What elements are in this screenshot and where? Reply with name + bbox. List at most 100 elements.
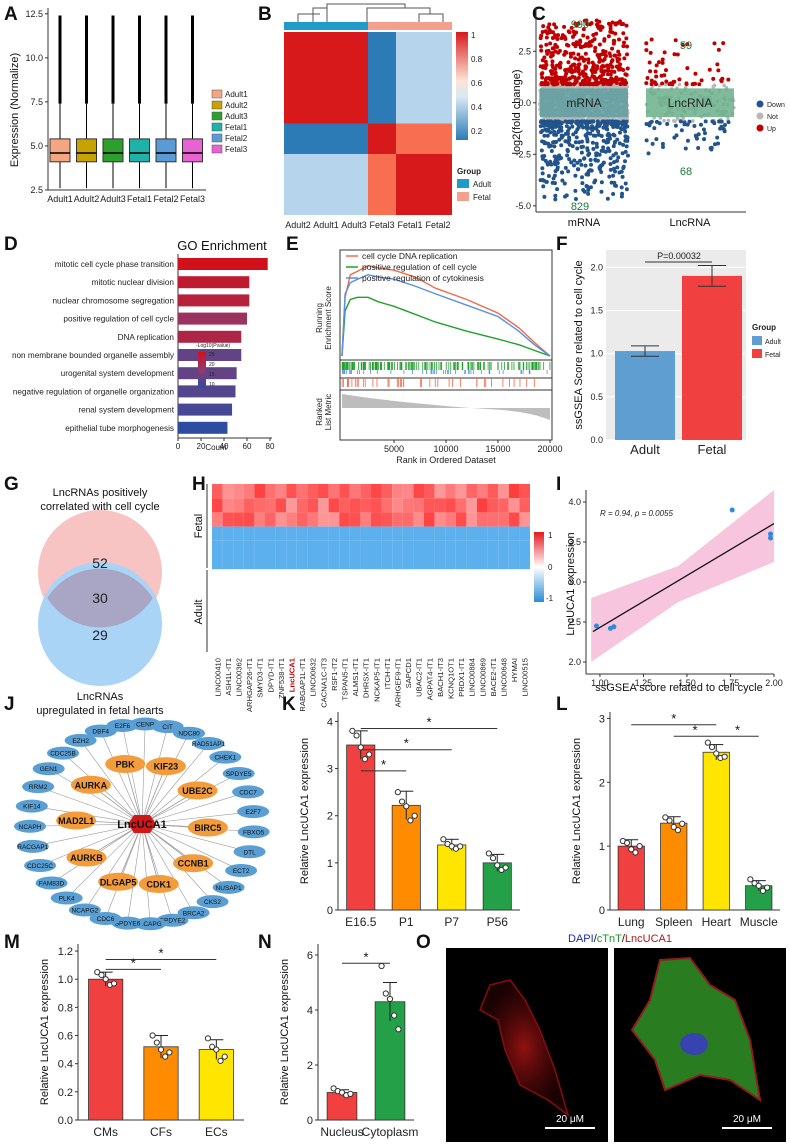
panel-k-xtick-label: E16.5 bbox=[345, 915, 377, 929]
panel-n-bar bbox=[326, 1092, 358, 1121]
panel-h-cell bbox=[487, 555, 499, 570]
panel-d-bar bbox=[178, 403, 233, 416]
panel-l-bar bbox=[660, 822, 688, 911]
panel-c-point-up bbox=[593, 77, 598, 82]
panel-k-ytick-label: 4 bbox=[327, 716, 333, 728]
panel-i-ylabel: LncUCA1 expression bbox=[565, 532, 577, 635]
panel-c-point-up bbox=[569, 64, 574, 69]
panel-c-point-down bbox=[548, 130, 553, 135]
panel-m-point bbox=[153, 1039, 160, 1046]
panel-k-point bbox=[440, 836, 447, 843]
panel-c-point-down bbox=[701, 127, 706, 132]
panel-c-point-down bbox=[552, 144, 557, 149]
panel-a-legend-label: Fetal2 bbox=[225, 134, 248, 143]
network-hub-node bbox=[173, 854, 214, 873]
panel-c-point-up bbox=[574, 23, 579, 28]
panel-b-cell bbox=[368, 154, 396, 185]
panel-c-point-down bbox=[543, 127, 548, 132]
network-leaf-node bbox=[233, 845, 266, 859]
panel-c-point-down bbox=[584, 184, 589, 189]
panel-b-col-label: Adult2 bbox=[285, 220, 311, 230]
panel-c-legend-dot bbox=[756, 100, 764, 108]
panel-c-point-down bbox=[565, 131, 570, 136]
panel-m-bar bbox=[143, 1046, 179, 1121]
panel-c-point-up bbox=[593, 45, 598, 50]
panel-m-xtick-label: CFs bbox=[150, 1125, 172, 1139]
panel-c-point-down bbox=[586, 152, 591, 157]
panel-d-marks: mitotic cell cycle phase transition mitot… bbox=[12, 258, 275, 451]
panel-h-heatmap: LINC00410 ASH1L-IT1 LINC00362 ARHGAP26-IT1 S… bbox=[193, 484, 554, 712]
panel-label-b: B bbox=[258, 4, 272, 25]
panel-n-xtick-label: Cytoplasm bbox=[362, 1125, 419, 1139]
panel-c-up-count: 59 bbox=[680, 40, 692, 52]
panel-i-xtick-label: 2.00 bbox=[765, 678, 783, 688]
panel-h-col-label: ALMS1-IT1 bbox=[351, 658, 360, 696]
panel-h-cell bbox=[487, 526, 499, 541]
panel-c-point-up bbox=[680, 42, 685, 47]
panel-c-point-up bbox=[568, 51, 573, 56]
panel-b-cell bbox=[396, 154, 424, 185]
panel-h-cell bbox=[508, 540, 520, 555]
panel-n-ytick-label: 2 bbox=[307, 1060, 313, 1072]
panel-c-point-down bbox=[583, 163, 588, 168]
network-edge bbox=[84, 823, 143, 911]
panel-c-point-down bbox=[599, 169, 604, 174]
panel-h-col-label: LINC00869 bbox=[478, 658, 487, 696]
panel-h-cell bbox=[212, 540, 223, 555]
panel-m-point bbox=[102, 976, 109, 983]
panel-c-point-down bbox=[570, 119, 575, 124]
panel-h-cell bbox=[508, 512, 520, 527]
panel-d-title: GO Enrichment bbox=[177, 238, 267, 253]
panel-h-cell bbox=[222, 540, 234, 555]
panel-h-cell bbox=[307, 498, 318, 513]
panel-h-cell bbox=[455, 512, 467, 527]
panel-d-legend-tick: 25 bbox=[209, 352, 215, 358]
panel-c-point-down bbox=[573, 188, 578, 193]
panel-k-ylabel: Relative LncUCA1 expression bbox=[299, 738, 311, 884]
panel-h-cell bbox=[318, 484, 329, 499]
panel-b-cell bbox=[312, 93, 340, 124]
panel-j-network: CIT NDC80 RAD51AP1 CHEK1 SPDYE5 CDC7 E2F7 FBXO5… bbox=[14, 717, 270, 931]
panel-h-cell bbox=[307, 484, 318, 499]
panel-c-point-up bbox=[554, 78, 559, 83]
panel-a-xtick-label: Adult1 bbox=[47, 194, 73, 204]
panel-c-point-up bbox=[618, 82, 623, 87]
panel-c-down-count: 68 bbox=[680, 166, 692, 178]
panel-k-bars: Relative LncUCA1 expression 0 1 2 3 4 E16.5 P1 P… bbox=[299, 712, 520, 929]
panel-h-cell bbox=[233, 512, 244, 527]
panel-c-point-down bbox=[646, 151, 651, 156]
panel-c-point-up bbox=[613, 53, 618, 58]
panel-c-point-up bbox=[564, 78, 569, 83]
panel-c-point-up bbox=[660, 81, 665, 86]
panel-c-point-down bbox=[611, 132, 616, 137]
panel-c-point-up bbox=[721, 41, 726, 46]
network-hub-node bbox=[187, 818, 228, 837]
panel-c-point-up bbox=[580, 55, 585, 60]
panel-c-point-up bbox=[615, 21, 620, 26]
panel-b-cell bbox=[396, 62, 424, 93]
panel-c-point-up bbox=[549, 71, 554, 76]
panel-h-cell bbox=[498, 526, 509, 541]
panel-c-point-down bbox=[586, 191, 591, 196]
panel-h-cell bbox=[296, 484, 308, 499]
panel-b-colorbar-tick: 0.8 bbox=[471, 55, 483, 64]
panel-c-point-up bbox=[617, 52, 622, 57]
panel-h-cell bbox=[233, 526, 244, 541]
panel-f-legend-fetal-swatch bbox=[752, 349, 762, 358]
panel-a-ytick-label: 10.0 bbox=[25, 53, 43, 63]
panel-k-bar bbox=[437, 844, 467, 911]
panel-d-bar bbox=[178, 421, 228, 434]
network-hub-node bbox=[56, 811, 97, 830]
panel-h-cell bbox=[466, 484, 477, 499]
panel-m-point bbox=[221, 1053, 228, 1060]
panel-c-point-down bbox=[582, 156, 587, 161]
panel-h-col-label: TSPAN5-IT1 bbox=[341, 658, 350, 700]
network-hub-node bbox=[70, 775, 111, 794]
panel-c-point-up bbox=[567, 30, 572, 35]
panel-b-cell bbox=[340, 93, 368, 124]
panel-b-cell bbox=[340, 62, 368, 93]
panel-h-col-label: LINC00410 bbox=[213, 658, 222, 696]
panel-c-point-up bbox=[594, 31, 599, 36]
panel-c-point-up bbox=[594, 80, 599, 85]
